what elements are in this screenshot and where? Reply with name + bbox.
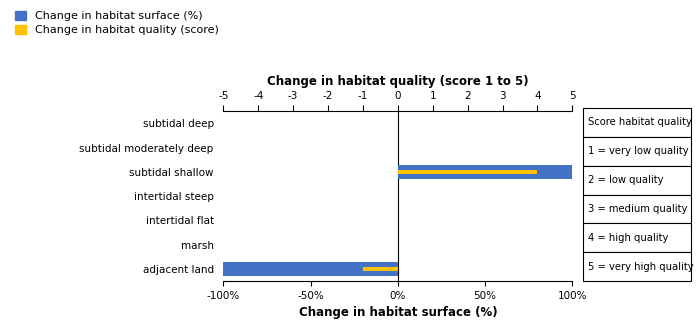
Legend: Change in habitat surface (%), Change in habitat quality (score): Change in habitat surface (%), Change in… xyxy=(13,9,221,38)
X-axis label: Change in habitat quality (score 1 to 5): Change in habitat quality (score 1 to 5) xyxy=(267,75,528,88)
Bar xyxy=(398,170,537,174)
Text: 4 = high quality: 4 = high quality xyxy=(588,233,669,243)
Text: Score habitat quality: Score habitat quality xyxy=(588,117,692,127)
Bar xyxy=(583,223,691,252)
Bar xyxy=(363,267,398,271)
Text: 5 = very high quality: 5 = very high quality xyxy=(588,262,694,272)
X-axis label: Change in habitat surface (%): Change in habitat surface (%) xyxy=(299,306,497,319)
Bar xyxy=(583,166,691,195)
Text: 2 = low quality: 2 = low quality xyxy=(588,175,664,185)
Bar xyxy=(583,137,691,166)
Bar xyxy=(223,262,398,276)
Text: 3 = medium quality: 3 = medium quality xyxy=(588,204,688,214)
Bar xyxy=(583,108,691,137)
Bar xyxy=(398,165,572,179)
Text: 1 = very low quality: 1 = very low quality xyxy=(588,146,689,156)
Bar xyxy=(583,195,691,223)
Bar xyxy=(583,252,691,281)
